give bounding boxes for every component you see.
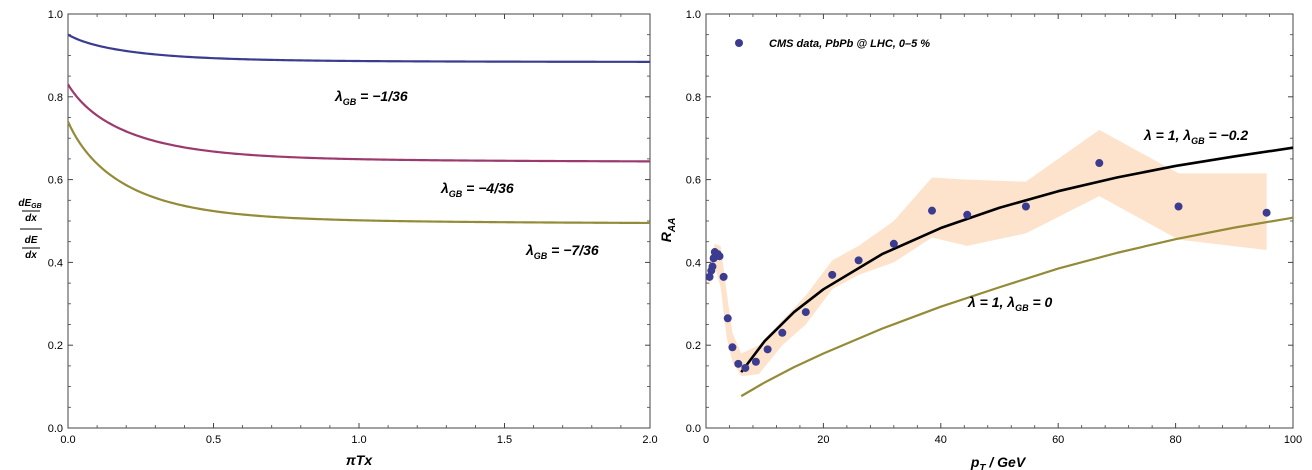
data-point	[1095, 159, 1104, 168]
data-point	[723, 314, 732, 323]
data-point	[728, 343, 737, 352]
left-x-axis-label: πTx	[346, 452, 374, 468]
left-y-tick-label: 0.4	[48, 257, 63, 269]
right-curve-1	[740, 146, 1294, 373]
right-axis-ticks: 0 20 40 60 80 100 0.0 0.2 0.4 0.6 0.8 1.0	[686, 9, 1302, 446]
left-y-label-num: dEGB	[18, 198, 41, 210]
left-y-label-num-den: dx	[25, 213, 37, 224]
left-curve-label-1: λGB = −1/36	[334, 88, 408, 107]
left-x-tick-label: 1.0	[351, 434, 366, 446]
right-y-axis-label: RAA	[658, 218, 678, 243]
left-y-tick-label: 0.0	[48, 423, 63, 435]
left-x-tick-label: 0.5	[206, 434, 221, 446]
data-point	[1262, 208, 1271, 217]
legend-label: CMS data, PbPb @ LHC, 0–5 %	[769, 38, 930, 50]
left-y-tick-label: 0.2	[48, 340, 63, 352]
left-y-tick-label: 0.8	[48, 92, 63, 104]
right-y-tick-label: 0.2	[686, 340, 701, 352]
right-x-tick-label: 60	[1052, 434, 1064, 446]
left-x-tick-label: 1.5	[497, 434, 512, 446]
right-y-tick-label: 0.4	[686, 257, 701, 269]
data-point	[801, 308, 810, 317]
right-x-tick-label: 20	[817, 434, 829, 446]
left-y-label-den-num: dE	[25, 235, 38, 246]
left-axis-ticks: 0.0 0.5 1.0 1.5 2.0 0.0 0.2 0.4 0.6 0.8 1.0	[48, 9, 658, 446]
left-y-tick-label: 1.0	[48, 9, 63, 21]
raa-chart: 0 20 40 60 80 100 0.0 0.2 0.4 0.6 0.8 1.0 CMS data,…	[658, 9, 1302, 470]
data-point	[751, 357, 760, 366]
legend: CMS data, PbPb @ LHC, 0–5 %	[735, 38, 930, 50]
data-point	[928, 206, 936, 215]
data-point	[1174, 202, 1183, 211]
right-curve-2	[740, 216, 1294, 398]
left-x-tick-label: 0.0	[60, 434, 75, 446]
data-point	[778, 328, 787, 337]
left-x-tick-label: 2.0	[642, 434, 657, 446]
legend-marker	[735, 39, 743, 47]
left-y-axis-label: dEGB dx dE dx	[18, 198, 42, 261]
data-point	[734, 359, 743, 368]
left-y-label-den-den: dx	[25, 250, 37, 261]
right-x-axis-label: pT / GeV	[970, 454, 1027, 470]
right-y-tick-label: 1.0	[686, 9, 701, 21]
right-x-tick-label: 80	[1169, 434, 1181, 446]
right-y-tick-label: 0.8	[686, 92, 701, 104]
left-curves	[67, 33, 651, 225]
data-point	[854, 256, 863, 265]
data-point	[705, 272, 714, 281]
right-curves	[740, 146, 1294, 398]
right-x-tick-label: 0	[703, 434, 709, 446]
right-y-tick-label: 0.6	[686, 175, 701, 187]
right-y-tick-label: 0.0	[686, 423, 701, 435]
energy-loss-ratio-chart: 0.0 0.5 1.0 1.5 2.0 0.0 0.2 0.4 0.6 0.8 1.0 πTx dE…	[18, 9, 657, 468]
data-point	[719, 272, 728, 281]
left-curve-label-2: λGB = −4/36	[440, 180, 514, 199]
uncertainty-band	[708, 129, 1267, 377]
right-x-tick-label: 40	[935, 434, 947, 446]
left-curve-3	[67, 121, 651, 225]
data-point	[741, 363, 750, 372]
left-curve-1	[67, 33, 650, 63]
data-point	[763, 345, 772, 354]
data-point	[828, 270, 837, 279]
data-point	[708, 262, 717, 271]
left-curve-2	[67, 83, 650, 163]
data-point	[715, 252, 724, 261]
data-point	[889, 239, 898, 248]
curve-label-lambda-gb-0: λ = 1, λGB = 0	[967, 294, 1053, 313]
curve-label-lambda-gb-minus-0.2: λ = 1, λGB = −0.2	[1143, 127, 1248, 146]
cms-data-points	[705, 159, 1271, 372]
data-point	[963, 210, 972, 219]
left-curve-label-3: λGB = −7/36	[525, 242, 599, 261]
left-y-tick-label: 0.6	[48, 175, 63, 187]
right-x-tick-label: 100	[1284, 434, 1302, 446]
data-point	[1021, 202, 1030, 211]
